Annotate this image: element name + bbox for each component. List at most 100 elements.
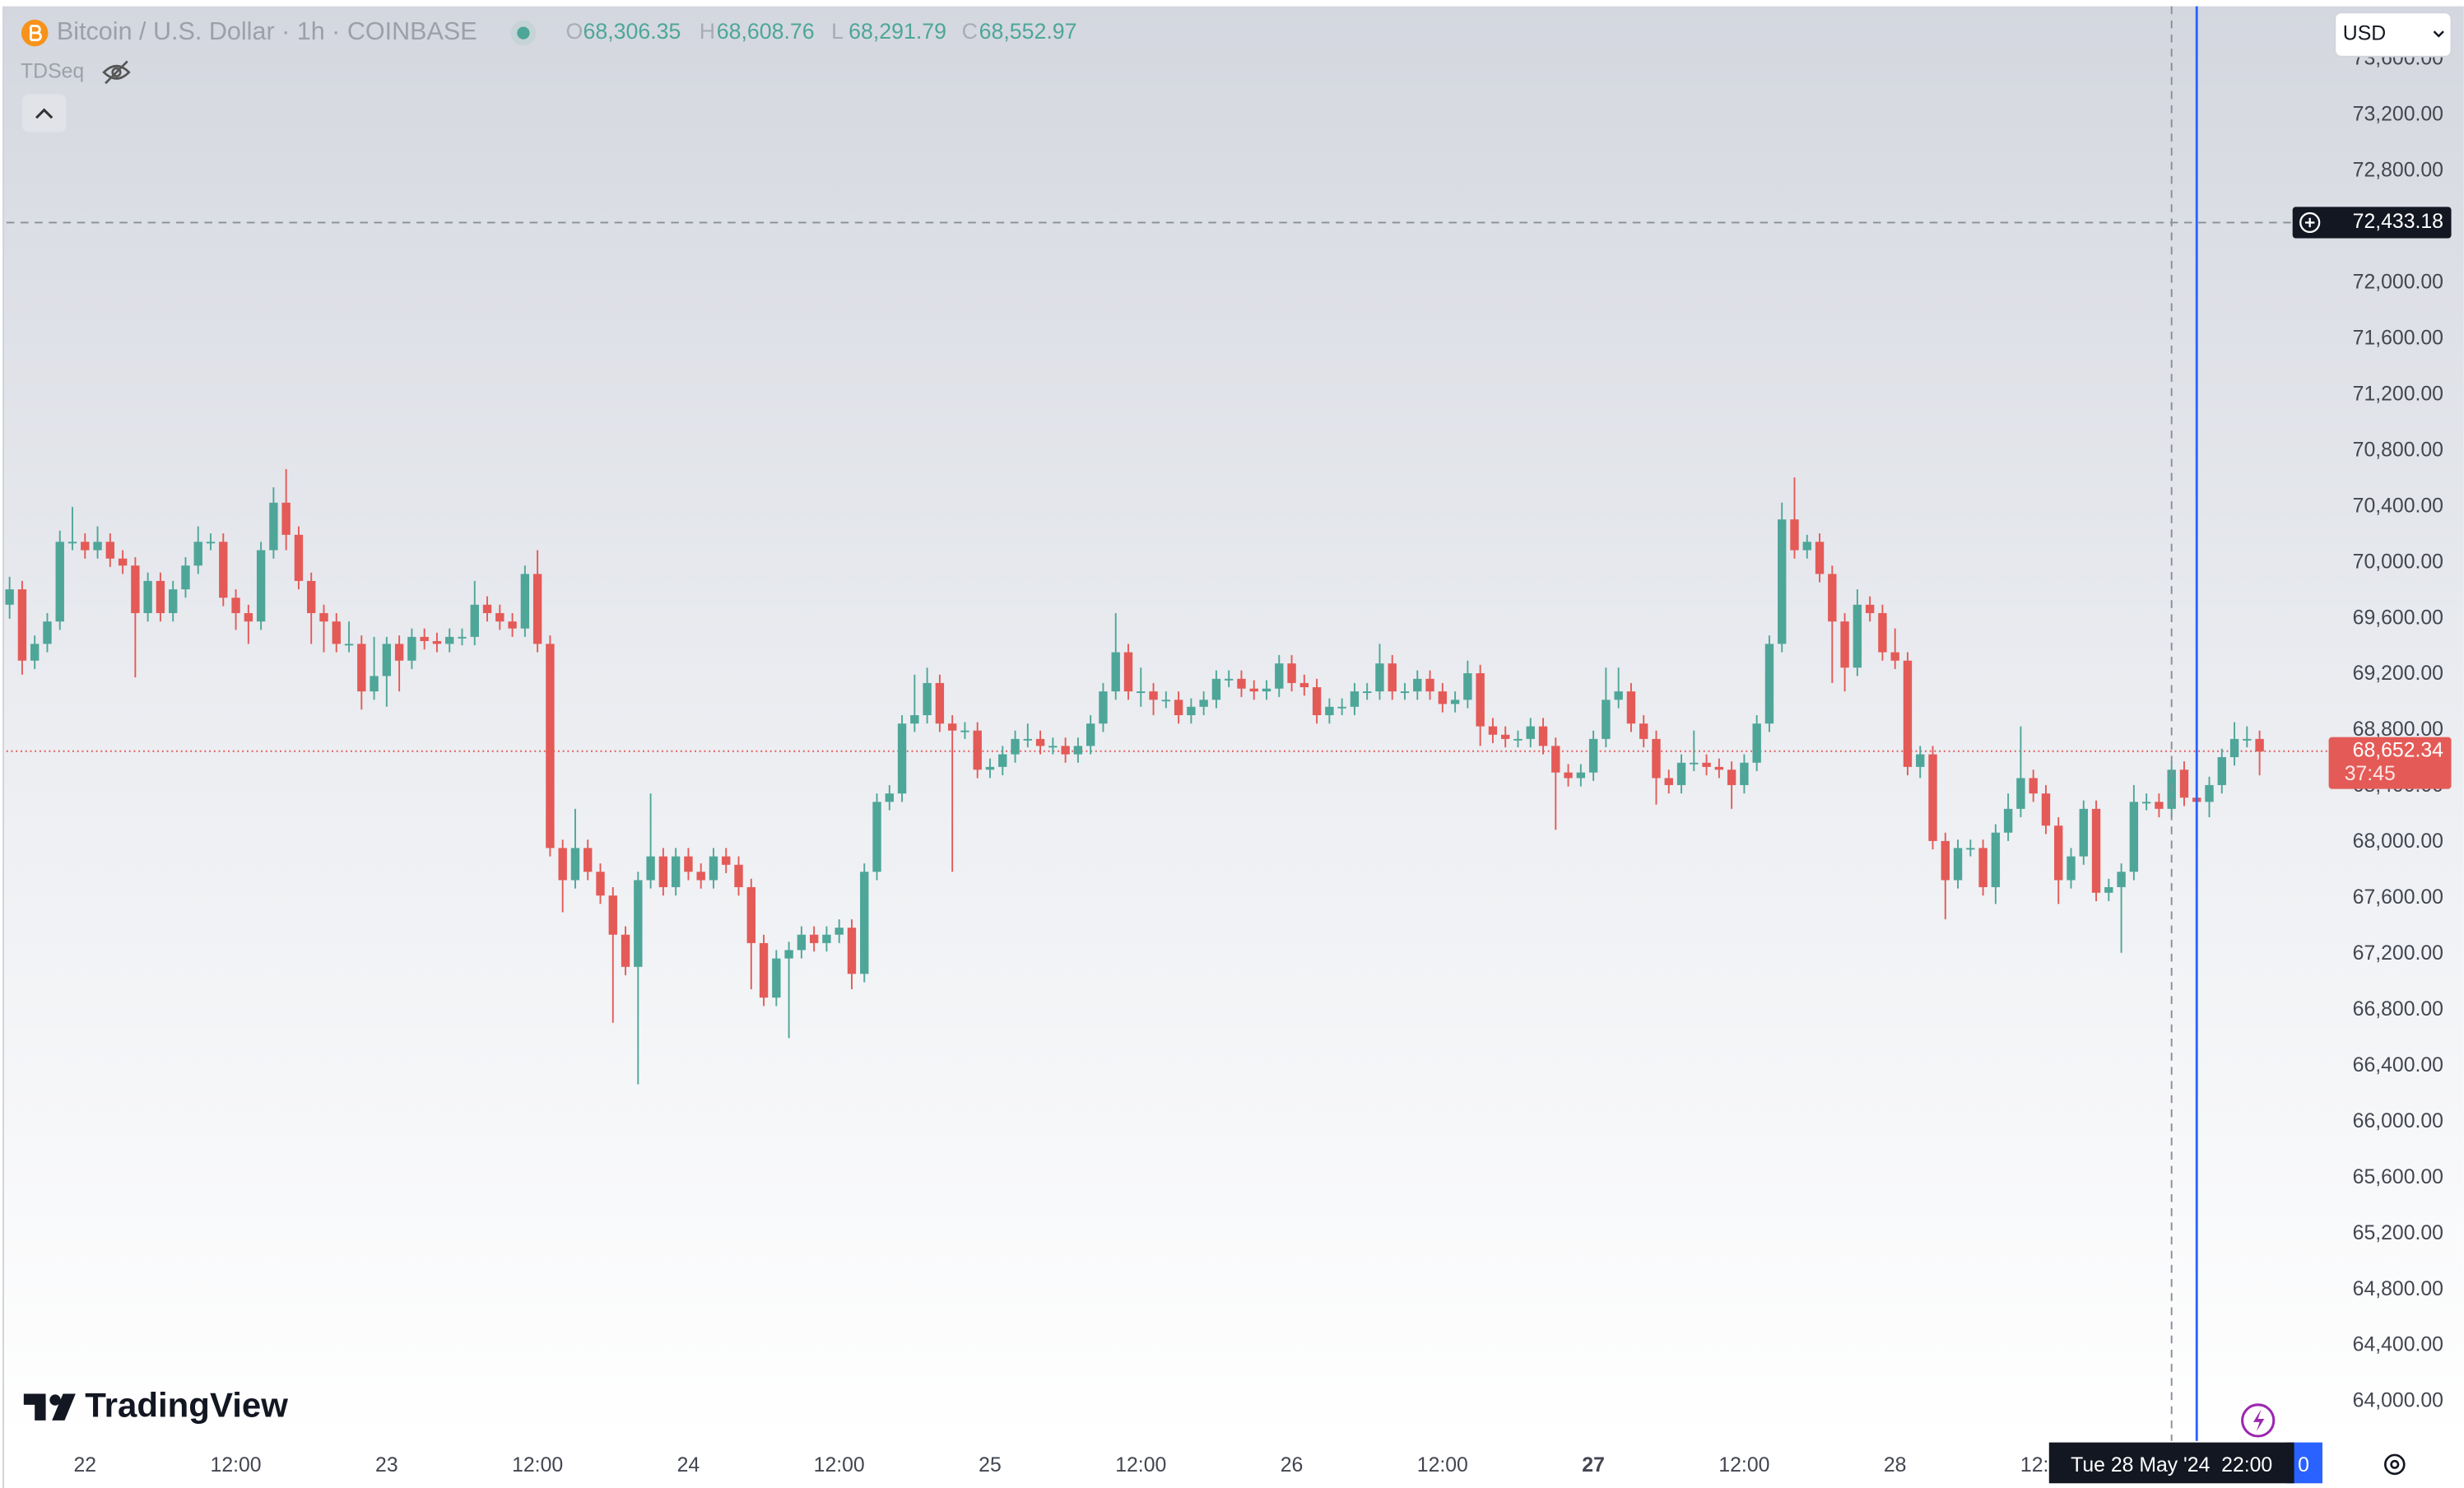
candle-body: [219, 542, 228, 598]
candle-body: [1564, 772, 1573, 779]
candle-body: [2179, 770, 2189, 798]
candle-body: [1161, 700, 1171, 702]
candle-body: [772, 958, 781, 998]
candle-body: [2091, 808, 2101, 893]
collapse-button[interactable]: [21, 94, 67, 133]
candle-body: [947, 723, 957, 731]
y-tick-label: 65,200.00: [2353, 1222, 2443, 1244]
candle-body: [131, 565, 140, 613]
candle-body: [1488, 726, 1498, 735]
candle-body: [596, 872, 605, 896]
candle-body: [1526, 726, 1535, 739]
candle-body: [2016, 778, 2025, 809]
lightning-icon: [2252, 1409, 2265, 1432]
candle-body: [2255, 738, 2264, 752]
candle-body: [1299, 682, 1309, 688]
candle-body: [885, 793, 894, 802]
y-tick-label: 64,000.00: [2353, 1390, 2443, 1412]
candle-body: [2104, 886, 2113, 893]
candle-body: [973, 730, 982, 770]
candle-body: [1878, 612, 1887, 653]
candle-body: [734, 864, 743, 887]
x-tick-label: 26: [1281, 1454, 1304, 1476]
candle-body: [17, 589, 27, 661]
hide-icon[interactable]: [102, 60, 131, 85]
candle-body: [684, 856, 693, 872]
candle-body: [1991, 832, 2001, 887]
candle-body: [1413, 678, 1422, 692]
candle-body: [1362, 691, 1372, 694]
last-price-box: [2328, 737, 2452, 789]
candle-body: [1086, 723, 1095, 746]
add-alert-plus: [2304, 217, 2315, 228]
candle-body: [244, 612, 253, 622]
candle-body: [2054, 825, 2063, 881]
add-alert-icon: [2299, 212, 2321, 234]
y-tick-label: 69,600.00: [2353, 607, 2443, 629]
candle-body: [797, 934, 807, 951]
candle-body: [1928, 754, 1937, 841]
candle-body: [319, 612, 328, 622]
select-arrow: [2433, 30, 2444, 38]
currency-select[interactable]: [2334, 12, 2452, 58]
candle-body: [394, 644, 404, 661]
settings-button[interactable]: [2384, 1453, 2406, 1476]
bitcoin-glyph: [29, 25, 42, 42]
y-tick-label: 66,000.00: [2353, 1110, 2443, 1132]
candle-body: [1778, 519, 1787, 644]
y-tick-label: 69,200.00: [2353, 663, 2443, 685]
indicator-name[interactable]: TDSeq: [21, 60, 84, 82]
x-tick-label: 12:00: [814, 1454, 865, 1476]
tradingview-logo: TradingView: [85, 1386, 288, 1425]
candle-body: [231, 598, 240, 613]
candle-body: [382, 644, 392, 677]
candle-body: [1916, 754, 1925, 767]
candle-body: [1551, 746, 1560, 773]
candle-body: [646, 856, 655, 881]
y-tick-label: 72,800.00: [2353, 160, 2443, 182]
candle-body: [897, 723, 907, 794]
candle-body: [1538, 726, 1548, 746]
candle-body: [1802, 542, 1811, 551]
candle-body: [1400, 691, 1410, 694]
candle-body: [998, 754, 1007, 767]
candle-body: [458, 636, 467, 639]
x-tick-label: 23: [375, 1454, 398, 1476]
candle-body: [1953, 848, 1963, 881]
candle-body: [2141, 802, 2151, 804]
candle-body: [470, 604, 479, 637]
candle-body: [709, 856, 718, 881]
candle-body: [81, 542, 90, 551]
x-tick-label: 22: [73, 1454, 96, 1476]
candle-body: [1602, 700, 1611, 739]
x-tick-label: 12:00: [512, 1454, 563, 1476]
candle-body: [822, 934, 831, 943]
candle-body: [860, 872, 869, 974]
candle-body: [370, 676, 379, 692]
y-tick-label: 71,200.00: [2353, 383, 2443, 405]
y-tick-label: 66,800.00: [2353, 998, 2443, 1021]
candle-body: [1853, 604, 1862, 668]
y-tick-label: 71,600.00: [2353, 328, 2443, 350]
lightning-button[interactable]: [2241, 1403, 2276, 1438]
candle-body: [1061, 746, 1070, 755]
candle-body: [1890, 652, 1899, 661]
candle-body: [696, 872, 705, 881]
candle-body: [1137, 691, 1146, 694]
candle-body: [1111, 652, 1120, 692]
candle-body: [784, 950, 793, 959]
candle-body: [281, 502, 291, 535]
candle-body: [910, 714, 919, 724]
candle-body: [143, 580, 152, 613]
candle-body: [1174, 700, 1183, 715]
candle-body: [1690, 762, 1699, 765]
candle-body: [2079, 808, 2088, 857]
candle-body: [2041, 793, 2051, 826]
candle-body: [722, 856, 731, 865]
x-tick-label: 28: [1884, 1454, 1907, 1476]
candle-body: [1588, 738, 1598, 773]
candle-body: [1450, 700, 1460, 704]
candle-body: [1149, 691, 1158, 700]
candle-body: [30, 644, 40, 661]
candle-body: [2229, 738, 2239, 757]
